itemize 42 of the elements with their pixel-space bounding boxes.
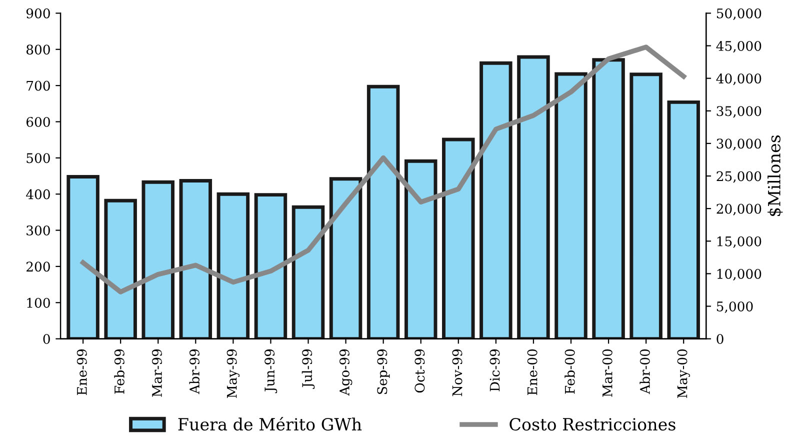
y-tick-label: 700	[26, 80, 50, 91]
x-tick-label: Nov-99	[452, 349, 462, 396]
y2-tick-label: 50,000	[716, 8, 762, 20]
x-tick-label: May-99	[226, 349, 240, 398]
x-tick-label: Ene-00	[527, 349, 538, 395]
y2-tick-label: 10,000	[717, 268, 762, 280]
y2-tick-label: 25,000	[716, 171, 762, 183]
legend-label: Fuera de Mérito GWh	[178, 417, 362, 431]
y2-tick-label: 35,000	[716, 106, 762, 118]
y-tick-label: 300	[26, 225, 50, 236]
x-tick-label: Oct-99	[414, 349, 425, 393]
x-tick-label: Mar-00	[602, 349, 612, 397]
x-tick-label: Feb-99	[114, 349, 124, 394]
y-tick-label: 600	[26, 116, 50, 127]
y2-tick-label: 45,000	[716, 40, 762, 53]
y2-tick-label: 40,000	[716, 74, 762, 86]
y-tick-label: 500	[26, 153, 50, 164]
line-series	[80, 44, 686, 294]
x-tick-label: Dic-99	[490, 349, 500, 392]
y2-tick-label: 30,000	[716, 138, 762, 150]
y2-tick-label: 20,000	[716, 204, 762, 216]
y2-tick-label: 15,000	[717, 236, 762, 248]
x-tick-label: Jun-99	[264, 349, 278, 394]
x-tick-label: Sep-99	[377, 349, 390, 394]
x-tick-label: Feb-00	[564, 349, 575, 394]
y-tick-label: 900	[26, 8, 50, 18]
y-tick-label: 0	[43, 334, 50, 344]
y2-tick-label: 5,000	[716, 301, 753, 314]
x-tick-label: Abr-99	[189, 349, 200, 394]
y-tick-label: 400	[26, 189, 50, 200]
y2-tick-label: 0	[716, 334, 724, 344]
x-tick-label: Abr-00	[640, 349, 650, 394]
y-tick-label: 800	[26, 44, 50, 55]
x-tick-label: Ene-99	[76, 349, 87, 395]
x-tick-label: Ago-99	[339, 349, 352, 396]
legend-label: Costo Restricciones	[510, 418, 676, 431]
x-tick-label: May-00	[677, 349, 690, 398]
y2-axis-title: $Millones	[768, 135, 783, 216]
x-tick-label: Jul-99	[302, 349, 315, 389]
x-tick-label: Mar-99	[152, 349, 162, 397]
y-tick-label: 200	[26, 262, 50, 272]
y-tick-label: 100	[27, 298, 50, 308]
